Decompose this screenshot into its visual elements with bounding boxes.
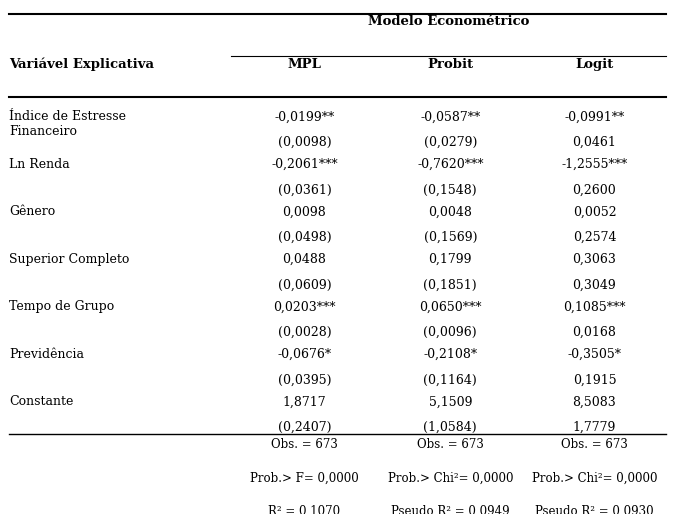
Text: Logit: Logit <box>575 58 614 71</box>
Text: (0,0609): (0,0609) <box>277 279 331 291</box>
Text: 0,2574: 0,2574 <box>572 231 616 244</box>
Text: Prob.> Chi²= 0,0000: Prob.> Chi²= 0,0000 <box>532 471 657 484</box>
Text: R² = 0,1070: R² = 0,1070 <box>269 504 340 514</box>
Text: 0,1085***: 0,1085*** <box>563 300 626 314</box>
Text: Modelo Econométrico: Modelo Econométrico <box>368 14 529 28</box>
Text: Obs. = 673: Obs. = 673 <box>271 438 338 451</box>
Text: 0,2600: 0,2600 <box>572 183 616 196</box>
Text: Variável Explicativa: Variável Explicativa <box>9 58 155 71</box>
Text: (0,0279): (0,0279) <box>424 136 477 149</box>
Text: 0,1915: 0,1915 <box>572 373 616 387</box>
Text: Superior Completo: Superior Completo <box>9 253 130 266</box>
Text: -0,0587**: -0,0587** <box>420 111 481 123</box>
Text: (0,2407): (0,2407) <box>277 421 331 434</box>
Text: 0,3049: 0,3049 <box>572 279 616 291</box>
Text: 0,0650***: 0,0650*** <box>419 300 481 314</box>
Text: (0,1569): (0,1569) <box>423 231 477 244</box>
Text: 0,0488: 0,0488 <box>282 253 326 266</box>
Text: 0,3063: 0,3063 <box>572 253 616 266</box>
Text: 1,8717: 1,8717 <box>283 395 326 409</box>
Text: -0,2108*: -0,2108* <box>423 348 477 361</box>
Text: -1,2555***: -1,2555*** <box>562 158 628 171</box>
Text: (0,1548): (0,1548) <box>423 183 477 196</box>
Text: (1,0584): (1,0584) <box>423 421 477 434</box>
Text: Previdência: Previdência <box>9 348 84 361</box>
Text: (0,0361): (0,0361) <box>277 183 331 196</box>
Text: (0,1164): (0,1164) <box>423 373 477 387</box>
Text: -0,2061***: -0,2061*** <box>271 158 338 171</box>
Text: (0,0498): (0,0498) <box>277 231 331 244</box>
Text: Pseudo R² = 0,0930: Pseudo R² = 0,0930 <box>535 504 654 514</box>
Text: Constante: Constante <box>9 395 74 409</box>
Text: -0,0199**: -0,0199** <box>274 111 335 123</box>
Text: Pseudo R² = 0,0949: Pseudo R² = 0,0949 <box>391 504 510 514</box>
Text: 0,0048: 0,0048 <box>429 206 472 218</box>
Text: -0,0676*: -0,0676* <box>277 348 331 361</box>
Text: -0,0991**: -0,0991** <box>564 111 624 123</box>
Text: 0,0461: 0,0461 <box>572 136 616 149</box>
Text: Prob.> F= 0,0000: Prob.> F= 0,0000 <box>250 471 359 484</box>
Text: Obs. = 673: Obs. = 673 <box>417 438 484 451</box>
Text: MPL: MPL <box>288 58 321 71</box>
Text: Prob.> Chi²= 0,0000: Prob.> Chi²= 0,0000 <box>387 471 513 484</box>
Text: (0,0098): (0,0098) <box>277 136 331 149</box>
Text: Gênero: Gênero <box>9 206 55 218</box>
Text: Probit: Probit <box>427 58 473 71</box>
Text: 0,0168: 0,0168 <box>572 326 616 339</box>
Text: 0,0098: 0,0098 <box>283 206 326 218</box>
Text: Índice de Estresse
Financeiro: Índice de Estresse Financeiro <box>9 111 126 138</box>
Text: -0,7620***: -0,7620*** <box>417 158 483 171</box>
Text: 0,0052: 0,0052 <box>572 206 616 218</box>
Text: (0,0096): (0,0096) <box>423 326 477 339</box>
Text: -0,3505*: -0,3505* <box>568 348 622 361</box>
Text: 0,1799: 0,1799 <box>429 253 472 266</box>
Text: (0,1851): (0,1851) <box>423 279 477 291</box>
Text: 5,1509: 5,1509 <box>429 395 472 409</box>
Text: 1,7779: 1,7779 <box>573 421 616 434</box>
Text: 0,0203***: 0,0203*** <box>273 300 335 314</box>
Text: Ln Renda: Ln Renda <box>9 158 70 171</box>
Text: Tempo de Grupo: Tempo de Grupo <box>9 300 115 314</box>
Text: (0,0395): (0,0395) <box>277 373 331 387</box>
Text: Obs. = 673: Obs. = 673 <box>561 438 628 451</box>
Text: (0,0028): (0,0028) <box>277 326 331 339</box>
Text: 8,5083: 8,5083 <box>572 395 616 409</box>
